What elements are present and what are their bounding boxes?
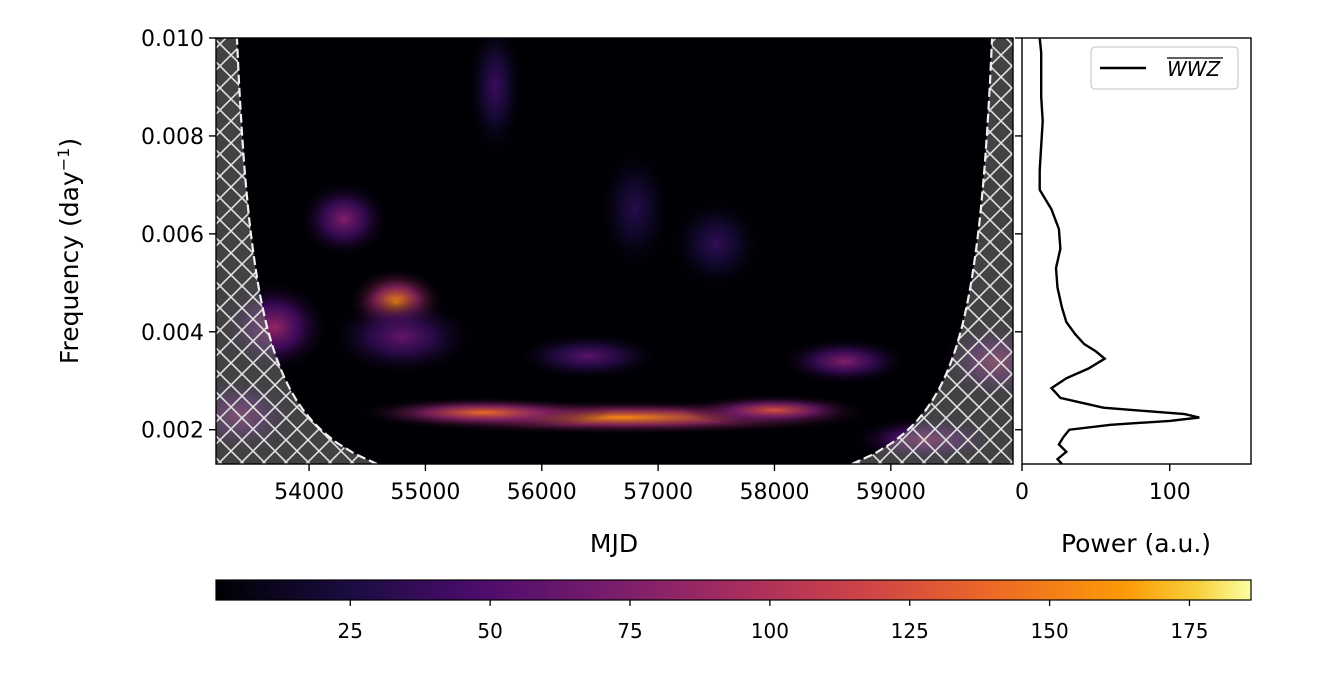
heatmap-hotspot <box>597 146 673 273</box>
heatmap-hotspot <box>297 180 391 259</box>
colorbar-tick-label: 175 <box>1170 619 1208 643</box>
colorbar-tick-label: 25 <box>338 619 363 643</box>
heatmap-hotspot <box>681 394 868 426</box>
x-tick-label: 56000 <box>507 480 577 505</box>
coi-hatch-right <box>851 38 1013 464</box>
colorbar-gradient <box>215 579 1252 601</box>
heatmap-y-axis-title: Frequency (day−1) <box>54 138 84 364</box>
heatmap-hotspot <box>353 396 614 429</box>
y-axis-title-superscript: −1 <box>54 148 73 172</box>
x-tick-label: 57000 <box>623 480 693 505</box>
power-x-axis-title: Power (a.u.) <box>1061 529 1211 558</box>
heatmap-x-axis-title: MJD <box>590 529 638 558</box>
power-series-line <box>1038 38 1200 464</box>
heatmap-y-ticks: 0.002 0.004 0.006 0.008 0.010 <box>141 27 216 444</box>
y-axis-title-main: Frequency (day <box>55 171 84 364</box>
y-tick-label: 0.004 <box>141 321 204 346</box>
power-y-ticks <box>1015 37 1022 431</box>
heatmap-x-ticks: 54000 55000 56000 57000 58000 59000 <box>274 464 926 505</box>
legend: WWZ <box>1090 46 1239 90</box>
heatmap-hotspot <box>467 38 524 158</box>
legend-label: WWZ <box>1167 57 1222 81</box>
colorbar-tick-label: 150 <box>1031 619 1069 643</box>
power-x-ticks: 0 100 <box>1015 464 1191 505</box>
colorbar-tick-label: 100 <box>751 619 789 643</box>
y-tick-label: 0.010 <box>141 27 204 52</box>
y-axis-title-end: ) <box>55 138 84 148</box>
power-frame <box>1021 37 1252 465</box>
power-x-tick-label: 0 <box>1015 480 1029 505</box>
heatmap-frame <box>215 37 1014 465</box>
y-tick-label: 0.002 <box>141 419 204 444</box>
coi-boundary-left <box>235 38 378 464</box>
heatmap-panel: 54000 55000 56000 57000 58000 59000 0.0020.00… <box>141 27 1014 505</box>
x-tick-label: 59000 <box>856 480 926 505</box>
y-tick-label: 0.008 <box>141 125 204 150</box>
coi-hatch-left <box>216 38 378 464</box>
x-tick-label: 58000 <box>739 480 809 505</box>
power-panel: 0 100 WWZ <box>1015 37 1252 505</box>
colorbar-ticks: 25 50 75 100 125 150 175 <box>338 600 1209 643</box>
cone-of-influence <box>216 38 1013 464</box>
heatmap-hotspot <box>669 196 763 291</box>
power-x-tick-label: 100 <box>1149 480 1191 505</box>
coi-boundary-right <box>851 38 994 464</box>
colorbar-tick-label: 125 <box>891 619 929 643</box>
x-tick-label: 54000 <box>274 480 344 505</box>
colorbar-tick-label: 50 <box>477 619 502 643</box>
heatmap-hotspot <box>513 332 663 380</box>
heatmap-hotspot <box>327 297 477 376</box>
colorbar: 25 50 75 100 125 150 175 <box>215 579 1252 643</box>
y-tick-label: 0.006 <box>141 223 204 248</box>
colorbar-tick-label: 75 <box>617 619 642 643</box>
heatmap-hotspot <box>779 337 910 385</box>
x-tick-label: 55000 <box>390 480 460 505</box>
